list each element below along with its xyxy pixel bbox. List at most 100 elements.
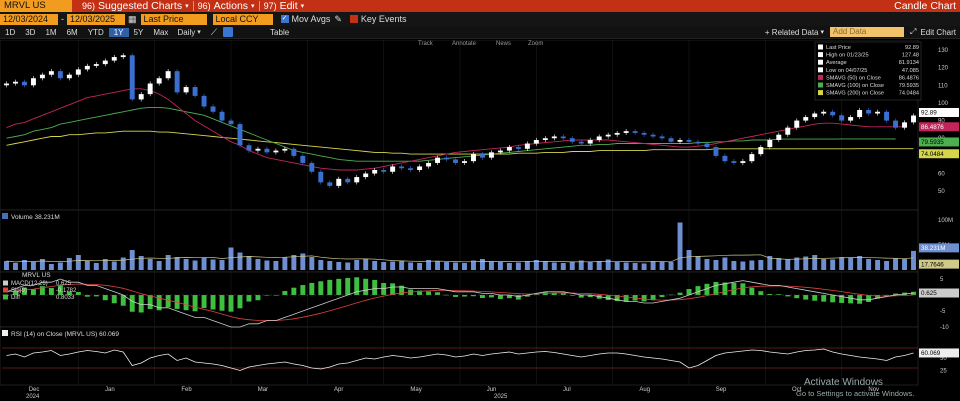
activation-watermark-subtitle: Go to Settings to activate Windows. <box>796 389 915 398</box>
macd-diff-bar <box>156 295 162 311</box>
frequency-select[interactable]: Daily <box>177 27 196 37</box>
volume-bar <box>560 263 566 270</box>
key-events-label[interactable]: Key Events <box>360 14 407 24</box>
candle <box>722 155 728 162</box>
month-tick-label: Aug <box>639 387 650 393</box>
macd-diff-bar <box>264 295 270 296</box>
chart-type-toggle-icon[interactable] <box>223 27 234 37</box>
volume-bar <box>462 263 467 270</box>
candle <box>758 147 764 155</box>
range-3d-button[interactable]: 3D <box>25 27 36 37</box>
toolbar-annotate[interactable]: Annotate <box>452 41 477 47</box>
legend-swatch <box>818 74 823 80</box>
start-date-field[interactable]: 12/03/2024 <box>0 13 58 25</box>
volume-bar <box>147 259 153 270</box>
macd-diff-bar <box>255 295 261 301</box>
suggested-charts-menu[interactable]: Suggested Charts <box>98 0 183 12</box>
toolbar-news[interactable]: News <box>496 41 511 47</box>
candle <box>39 74 45 79</box>
actions-menu[interactable]: Actions <box>213 0 249 12</box>
volume-bar <box>695 256 701 270</box>
macd-diff-bar <box>497 295 503 299</box>
range-max-button[interactable]: Max <box>153 27 169 37</box>
chevron-down-icon[interactable]: ▾ <box>300 3 305 10</box>
volume-bar <box>686 250 692 270</box>
value-tag: 38.231M <box>921 245 946 252</box>
volume-bar <box>488 261 494 270</box>
candle <box>767 140 773 148</box>
macd-diff-bar <box>767 294 773 295</box>
candle <box>345 178 351 183</box>
volume-bar <box>839 257 845 270</box>
candle <box>623 131 629 133</box>
macd-diff-bar <box>479 295 485 299</box>
calendar-icon[interactable]: ▦ <box>128 13 137 24</box>
mov-avgs-checkbox[interactable]: ✓ <box>280 15 289 23</box>
range-5y-button[interactable]: 5Y <box>133 27 144 37</box>
candle <box>659 136 665 139</box>
rsi-tick-label: 50 <box>940 356 947 362</box>
range-6m-button[interactable]: 6M <box>66 27 78 37</box>
price-field-select[interactable]: Last Price <box>140 13 207 25</box>
range-1y-button[interactable]: 1Y <box>108 27 129 37</box>
mov-avgs-label[interactable]: Mov Avgs <box>291 14 331 24</box>
macd-tick-label: -5 <box>940 309 946 315</box>
range-1d-button[interactable]: 1D <box>5 27 16 37</box>
chart-area[interactable]: 1301201101009080706050100M50M50-5-105025… <box>0 40 960 401</box>
end-date-field[interactable]: 12/03/2025 <box>67 13 125 25</box>
macd-diff-bar <box>803 295 809 300</box>
volume-bar <box>911 250 916 270</box>
candle <box>839 115 845 121</box>
range-ytd-button[interactable]: YTD <box>87 27 104 37</box>
line-chart-icon[interactable]: ⟋ <box>210 26 218 37</box>
candle <box>336 178 342 186</box>
edit-menu[interactable]: Edit <box>279 0 298 12</box>
chevron-down-icon[interactable]: ▾ <box>185 3 189 10</box>
candle <box>578 141 584 144</box>
macd-diff-bar <box>183 295 189 311</box>
chevron-down-icon[interactable]: ▾ <box>197 29 201 36</box>
candle <box>713 147 719 156</box>
candle <box>524 143 530 149</box>
toolbar-track[interactable]: Track <box>418 41 434 47</box>
add-data-input[interactable]: Add Data <box>830 27 905 37</box>
key-events-checkbox[interactable] <box>349 15 358 23</box>
macd-diff-bar <box>623 295 629 302</box>
pencil-icon[interactable]: ✎ <box>334 13 342 24</box>
rsi-line <box>6 348 914 371</box>
candle <box>120 55 126 58</box>
macd-diff-bar <box>48 287 54 295</box>
ticker-field[interactable]: MRVL US Equity <box>0 0 72 23</box>
toolbar-zoom[interactable]: Zoom <box>528 41 543 47</box>
chevron-down-icon[interactable]: ▾ <box>820 29 825 36</box>
volume-bar <box>596 261 602 270</box>
volume-bar <box>785 259 791 270</box>
legend-value: 47.085 <box>902 68 919 74</box>
related-data-button[interactable]: + Related Data <box>764 27 819 37</box>
legend-label: Average <box>826 60 847 66</box>
chevron-down-icon[interactable]: ▾ <box>251 3 255 10</box>
candle <box>587 140 593 144</box>
macd-line <box>6 278 914 328</box>
macd-diff-bar <box>273 295 279 296</box>
currency-select[interactable]: Local CCY <box>212 13 273 25</box>
volume-title: Volume 38.231M <box>2 213 60 221</box>
legend-value: 81.9134 <box>899 60 919 66</box>
macd-diff-bar <box>435 292 441 295</box>
value-tag-bg <box>919 288 959 298</box>
macd-diff-bar <box>695 286 701 295</box>
range-1m-button[interactable]: 1M <box>45 27 57 37</box>
candle <box>488 152 494 158</box>
edit-chart-button[interactable]: Edit Chart <box>920 27 956 37</box>
volume-bar <box>641 263 647 270</box>
expand-icon[interactable]: ⤢ <box>910 27 917 36</box>
price-tick-label: 110 <box>938 83 948 89</box>
macd-diff-bar <box>614 295 620 302</box>
macd-tick-label: -10 <box>940 325 949 331</box>
volume-bar <box>237 252 243 270</box>
volume-bar <box>282 257 288 270</box>
volume-bar <box>605 259 611 270</box>
table-button[interactable]: Table <box>270 27 290 37</box>
macd-diff-bar <box>605 295 611 301</box>
macd-diff-bar <box>830 295 836 303</box>
